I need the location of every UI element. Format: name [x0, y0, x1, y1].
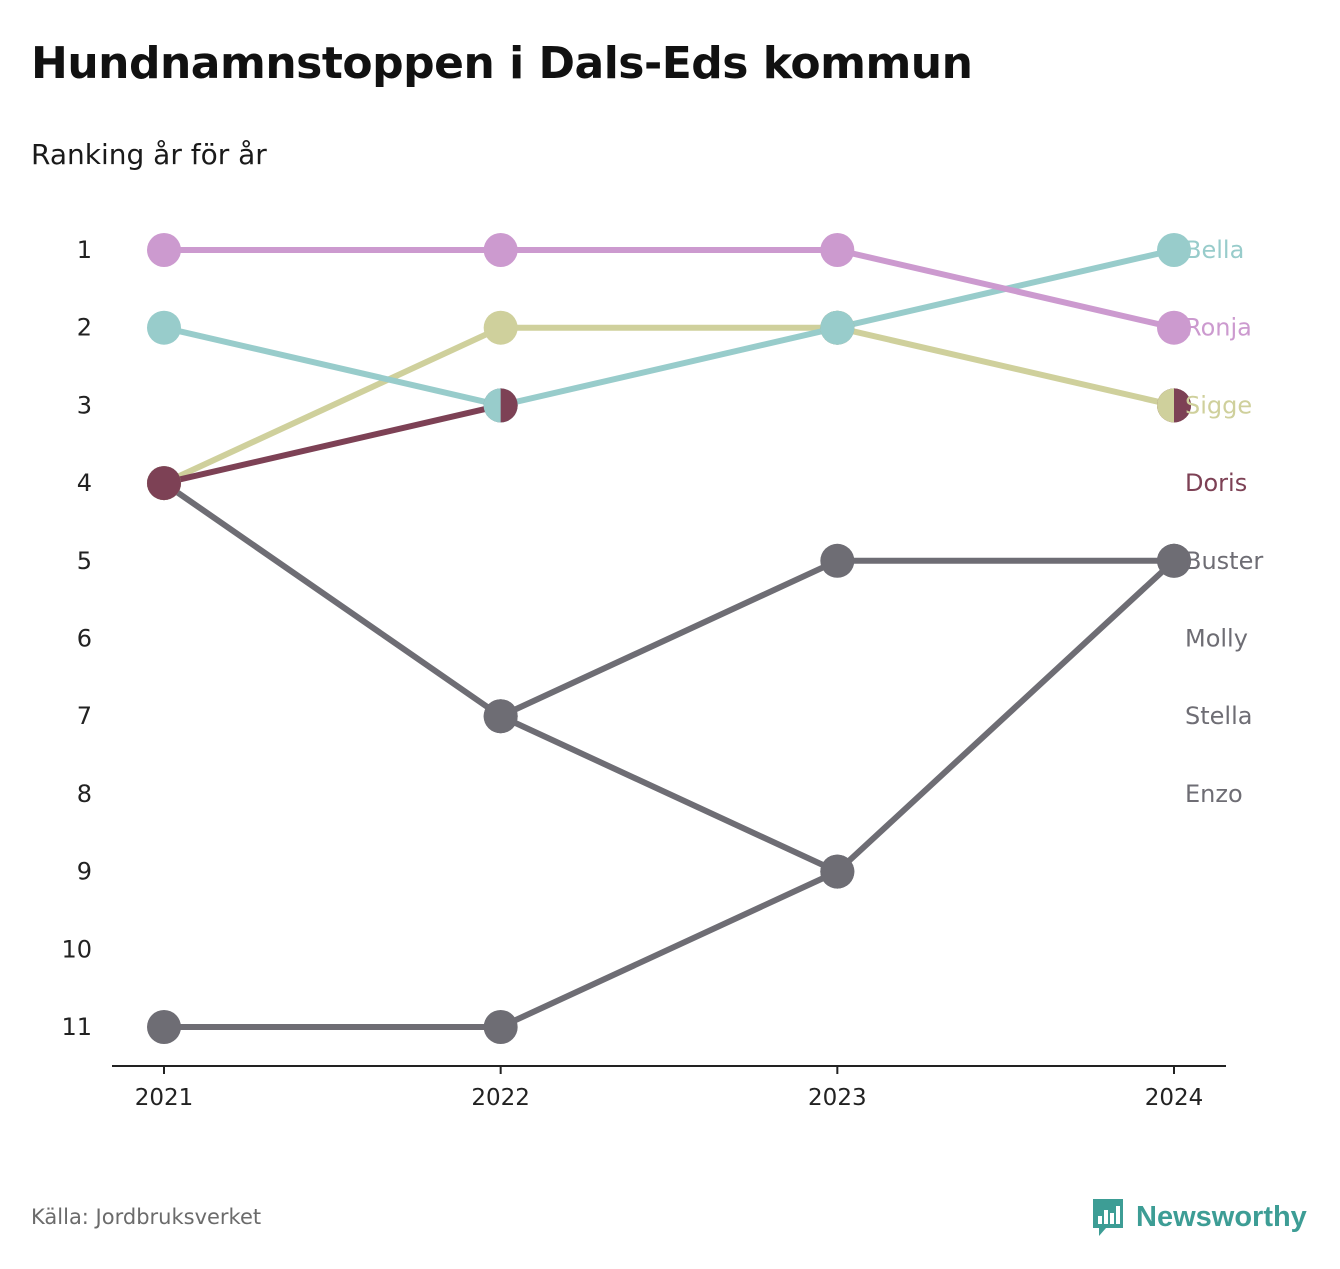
line-bella-2022-2023: [497, 324, 841, 409]
point-enzo-2021: [147, 1010, 181, 1044]
end-label-stella: Stella: [1185, 702, 1252, 730]
end-label-doris: Doris: [1185, 469, 1247, 497]
line-enzo-2022-2023: [497, 868, 841, 1030]
point-ronja-2024: [1157, 310, 1191, 345]
line-stella-2021-2022: [161, 480, 504, 720]
end-label-buster: Buster: [1185, 547, 1263, 575]
split-point-left-2024: [1157, 388, 1174, 423]
y-tick-label-4: 4: [77, 469, 92, 497]
series-points: [147, 233, 1191, 1044]
y-tick-label-7: 7: [77, 702, 92, 730]
end-label-enzo: Enzo: [1185, 780, 1243, 808]
point-bella-2021: [147, 310, 181, 345]
end-labels: Bella Ronja Sigge Doris Buster Molly Stella Enz…: [1185, 236, 1263, 808]
y-tick-label-8: 8: [77, 780, 92, 808]
y-tick-label-10: 10: [61, 935, 92, 963]
point-ronja-2021: [147, 233, 181, 267]
y-tick-label-6: 6: [77, 625, 92, 653]
end-label-molly: Molly: [1185, 625, 1248, 653]
source-note: Källa: Jordbruksverket: [31, 1205, 262, 1229]
line-bella-2021-2022: [161, 324, 504, 409]
y-tick-label-9: 9: [77, 858, 92, 886]
x-tick-label-2021: 2021: [135, 1085, 194, 1111]
line-sigge-2021-2022: [161, 324, 504, 487]
point-sigge-2022: [483, 310, 518, 345]
brand-logo: Newsworthy: [1090, 1196, 1307, 1238]
line-doris-2021-2022: [161, 402, 504, 487]
end-label-bella: Bella: [1185, 236, 1244, 264]
end-label-sigge: Sigge: [1185, 391, 1252, 419]
split-point-left-2022: [483, 388, 501, 423]
point-ronja-2023: [820, 233, 855, 267]
x-tick-label-2022: 2022: [471, 1085, 530, 1111]
x-axis: 2021 2022 2023 2024: [112, 1065, 1226, 1111]
y-tick-label-3: 3: [77, 391, 92, 419]
point-doris-2021: [147, 466, 181, 501]
point-bella-2024: [1157, 233, 1191, 267]
chart-title: Hundnamnstoppen i Dals-Eds kommun: [31, 38, 973, 89]
y-axis-ticks: 1 2 3 4 5 6 7 8 9 10 11: [61, 236, 92, 1041]
end-label-ronja: Ronja: [1185, 314, 1252, 342]
chart-subtitle: Ranking år för år: [31, 138, 267, 171]
point-molly-2024: [1157, 543, 1191, 578]
x-tick-label-2023: 2023: [808, 1085, 867, 1111]
series-lines: [161, 247, 1177, 1030]
line-sigge-2023-2024: [834, 324, 1177, 409]
newsworthy-chart-logo-icon: [1093, 1199, 1123, 1236]
brand-name: Newsworthy: [1136, 1200, 1307, 1233]
line-molly-2022-2023: [497, 557, 841, 720]
y-tick-label-1: 1: [77, 236, 92, 264]
point-enzo-2022: [483, 1010, 518, 1044]
point-ronja-2022: [483, 233, 518, 267]
point-bella-2023: [820, 310, 855, 345]
point-molly-2023: [820, 543, 855, 578]
split-point-right-2022: [500, 388, 518, 423]
x-tick-label-2024: 2024: [1145, 1085, 1204, 1111]
y-tick-label-2: 2: [77, 314, 92, 342]
point-molly-2022: [483, 699, 518, 734]
line-ronja-2023-2024: [834, 247, 1177, 331]
line-enzo-2023-2024: [834, 557, 1177, 875]
point-stella-2023: [820, 854, 855, 889]
y-tick-label-11: 11: [61, 1013, 92, 1041]
y-tick-label-5: 5: [77, 547, 92, 575]
line-stella-2022-2023: [497, 713, 841, 875]
split-point-right-2024: [1174, 388, 1191, 423]
